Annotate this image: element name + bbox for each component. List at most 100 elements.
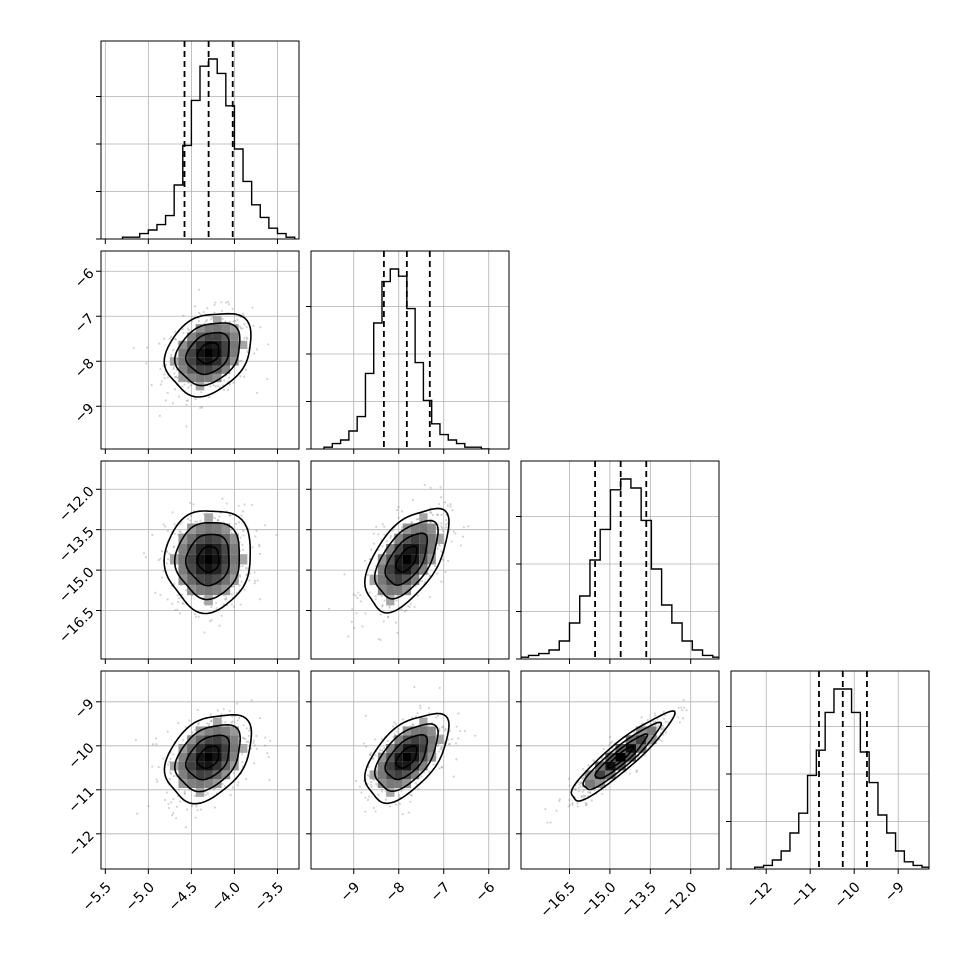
contour-line <box>163 510 251 615</box>
scatter-point <box>232 381 235 384</box>
contour-line <box>196 745 220 770</box>
scatter-point <box>238 717 241 720</box>
scatter-point <box>239 375 242 378</box>
density-cell <box>204 523 213 534</box>
scatter-point <box>236 702 239 705</box>
scatter-point <box>398 802 401 805</box>
density-cell <box>187 554 196 565</box>
histogram-step-line <box>121 58 296 239</box>
scatter-point <box>176 608 179 611</box>
scatter-point <box>232 772 235 775</box>
scatter-point <box>251 546 254 549</box>
scatter-point <box>352 626 356 630</box>
density-cell <box>187 357 196 366</box>
scatter-point <box>275 533 278 537</box>
contour-line <box>196 342 220 365</box>
scatter-point <box>221 497 224 500</box>
density-cell <box>221 770 231 780</box>
x-tick-label: −16.5 <box>537 879 579 921</box>
density-cell <box>195 574 205 585</box>
panel-content <box>323 251 490 449</box>
density-cell <box>238 340 248 350</box>
scatter-point <box>250 699 253 702</box>
density-cell <box>212 717 222 727</box>
density-cell <box>584 770 596 780</box>
scatter-point <box>409 800 412 803</box>
scatter-point <box>579 781 583 784</box>
scatter-point <box>243 323 246 326</box>
density-cell <box>427 533 436 544</box>
scatter-point <box>412 723 415 727</box>
scatter-point <box>240 359 243 362</box>
density-cell <box>187 779 196 789</box>
density-cell <box>419 564 428 575</box>
panel-frame <box>310 250 510 450</box>
scatter-point <box>419 770 422 773</box>
scatter-panel-3-1: −9 −8 −7 −6 <box>306 670 510 905</box>
scatter-point <box>242 724 245 727</box>
scatter-point <box>183 790 186 793</box>
scatter-point <box>610 740 613 743</box>
scatter-point <box>444 526 448 529</box>
scatter-point <box>450 540 453 543</box>
scatter-point <box>647 744 650 747</box>
scatter-point <box>393 733 396 736</box>
scatter-point <box>177 600 180 604</box>
density-cell <box>221 543 231 555</box>
scatter-point <box>224 301 228 304</box>
scatter-point <box>173 388 177 391</box>
density-cell <box>195 564 205 575</box>
scatter-point <box>395 787 398 790</box>
scatter-point <box>221 782 224 786</box>
density-cell <box>230 357 239 366</box>
scatter-point <box>381 545 384 548</box>
scatter-point <box>164 399 167 402</box>
y-tick-label: −7 <box>72 311 98 337</box>
density-cell <box>230 324 239 333</box>
density-cell <box>212 315 222 325</box>
scatter-point <box>455 758 458 761</box>
panel-frame <box>100 250 300 450</box>
scatter-point <box>258 598 261 601</box>
density-cell <box>230 726 239 736</box>
scatter-point <box>654 714 657 717</box>
density-cell <box>419 726 428 736</box>
density-cell <box>402 770 411 780</box>
scatter-point <box>241 543 244 546</box>
scatter-point <box>357 591 360 594</box>
scatter-point <box>218 624 221 627</box>
scatter-point <box>228 514 231 517</box>
x-tick-label: −3.5 <box>252 879 287 914</box>
scatter-point <box>245 740 248 743</box>
histogram-panel-1 <box>306 250 510 454</box>
scatter-point <box>220 713 223 716</box>
density-cell <box>178 543 188 555</box>
density-cell <box>204 533 213 544</box>
scatter-point <box>170 814 174 817</box>
scatter-point <box>392 735 395 739</box>
scatter-point <box>242 534 245 537</box>
scatter-point <box>150 383 153 387</box>
scatter-point <box>242 375 246 378</box>
scatter-point <box>413 605 416 609</box>
scatter-point <box>582 767 585 770</box>
contour-line <box>185 734 231 781</box>
contour-line <box>384 532 429 587</box>
density-cell <box>230 554 239 565</box>
scatter-point <box>549 821 552 824</box>
scatter-point <box>582 794 586 797</box>
scatter-point <box>400 608 404 611</box>
scatter-point <box>367 795 371 798</box>
scatter-point <box>238 325 242 328</box>
y-tick-label: −9 <box>72 401 98 427</box>
scatter-point <box>238 584 241 587</box>
scatter-point <box>372 542 376 545</box>
scatter-panel-3-0: −12 −11 −10 −9 −5.5 −5.0 −4.5 −4.0 −3.5 <box>65 670 300 915</box>
density-cell <box>187 752 196 762</box>
scatter-point <box>203 631 206 634</box>
scatter-point <box>190 514 193 517</box>
density-cell <box>187 744 196 753</box>
scatter-point <box>172 753 175 756</box>
density-cell <box>204 357 213 366</box>
scatter-point <box>582 796 585 800</box>
